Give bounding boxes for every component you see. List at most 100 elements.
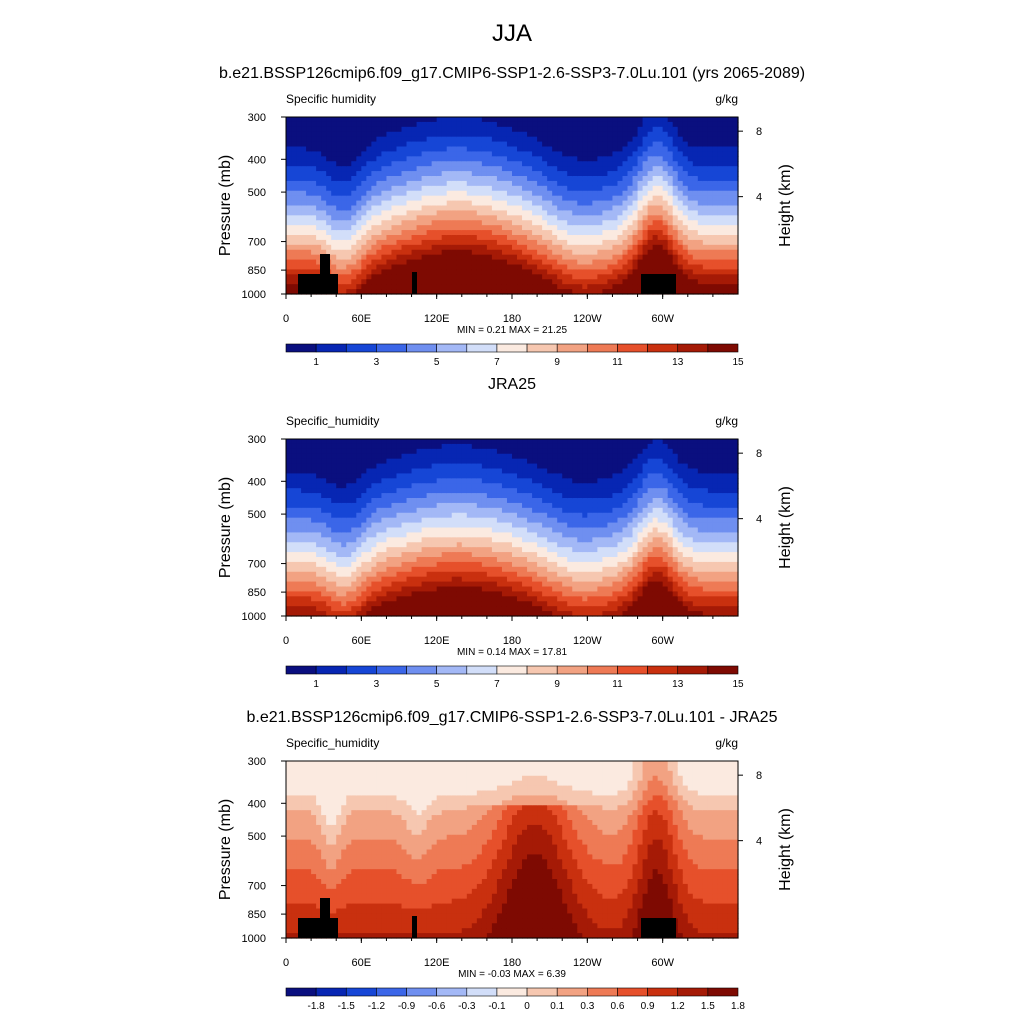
topography-block <box>412 272 417 294</box>
panel-2-field <box>286 439 739 617</box>
y-tick-label: 500 <box>248 831 266 843</box>
colorbar-label: 13 <box>672 357 684 368</box>
colorbar-swatch <box>436 343 468 353</box>
y2-tick-label: 4 <box>756 836 762 848</box>
colorbar-swatch <box>647 343 679 353</box>
y-tick-label: 850 <box>248 587 266 599</box>
x-tick-label: 0 <box>283 635 289 647</box>
x-tick-label: 0 <box>283 313 289 325</box>
colorbar-swatch <box>466 987 498 997</box>
topography-block <box>320 254 330 294</box>
colorbar-label: -0.3 <box>458 1001 476 1012</box>
y-tick-label: 300 <box>248 434 266 446</box>
colorbar-swatch <box>436 665 468 675</box>
panel-1-units-label: g/kg <box>715 92 738 106</box>
colorbar-label: 1.5 <box>701 1001 715 1012</box>
panel-2-stats: MIN = 0.14 MAX = 17.81 <box>457 647 567 658</box>
panel-3-stats: MIN = -0.03 MAX = 6.39 <box>458 969 566 980</box>
colorbar-label: 0.6 <box>611 1001 625 1012</box>
colorbar-label: 15 <box>732 357 744 368</box>
y-tick-label: 1000 <box>242 933 266 945</box>
panel-3-units-label: g/kg <box>715 736 738 750</box>
colorbar-swatch <box>406 987 437 997</box>
topography-block <box>320 898 330 938</box>
y-tick-label: 1000 <box>242 611 266 623</box>
y2-axis-label: Height (km) <box>777 808 794 891</box>
topography-block <box>641 274 676 294</box>
panel-2-title: JRA25 <box>488 376 536 393</box>
y-tick-label: 400 <box>248 476 266 488</box>
colorbar-swatch <box>376 343 407 353</box>
colorbar-swatch <box>707 665 739 675</box>
colorbar-label: 5 <box>434 679 440 690</box>
x-tick-label: 180 <box>503 957 521 969</box>
colorbar-1: 1 3 5 7 9 11 13 15 <box>285 343 744 368</box>
x-tick-label: 60W <box>651 635 674 647</box>
y-tick-label: 700 <box>248 559 266 571</box>
colorbar-label: 15 <box>732 679 744 690</box>
colorbar-swatch <box>556 665 588 675</box>
colorbar-swatch <box>677 987 709 997</box>
colorbar-3: -1.8 -1.5 -1.2 -0.9 -0.6 -0.3 -0.1 0 0.1 0.3 0.6 0.… <box>285 987 745 1012</box>
topography-block <box>641 918 676 938</box>
y-tick-label: 850 <box>248 909 266 921</box>
x-tick-label: 60E <box>352 313 372 325</box>
panel-3-title: b.e21.BSSP126cmip6.f09_g17.CMIP6-SSP1-2.… <box>247 709 778 726</box>
x-tick-label: 60W <box>651 313 674 325</box>
colorbar-label: 11 <box>612 679 623 690</box>
x-tick-label: 0 <box>283 957 289 969</box>
y2-tick-label: 8 <box>756 770 762 782</box>
colorbar-label: -1.5 <box>338 1001 356 1012</box>
colorbar-label: 7 <box>494 679 500 690</box>
colorbar-swatch <box>376 665 407 675</box>
colorbar-label: 1 <box>313 357 319 368</box>
colorbar-label: -0.1 <box>488 1001 506 1012</box>
panel-1-variable-label: Specific humidity <box>286 92 376 106</box>
colorbar-label: 0.3 <box>580 1001 594 1012</box>
colorbar-swatch <box>285 665 317 675</box>
chart-panel-1: b.e21.BSSP126cmip6.f09_g17.CMIP6-SSP1-2.… <box>217 65 805 368</box>
colorbar-swatch <box>587 987 618 997</box>
colorbar-label: -1.8 <box>308 1001 326 1012</box>
panel-1-stats: MIN = 0.21 MAX = 21.25 <box>457 325 567 336</box>
panel-3-variable-label: Specific_humidity <box>286 736 379 750</box>
topography-block <box>298 918 338 938</box>
y2-tick-label: 8 <box>756 126 762 138</box>
y-tick-label: 700 <box>248 881 266 893</box>
colorbar-label: 0 <box>524 1001 530 1012</box>
colorbar-swatch <box>677 665 709 675</box>
topography-block <box>412 916 417 938</box>
colorbar-swatch <box>345 987 377 997</box>
colorbar-swatch <box>285 987 317 997</box>
y-tick-label: 400 <box>248 154 266 166</box>
colorbar-swatch <box>496 665 528 675</box>
colorbar-swatch <box>285 343 317 353</box>
colorbar-label: 7 <box>494 357 500 368</box>
colorbar-swatch <box>496 987 528 997</box>
y2-axis-label: Height (km) <box>777 486 794 569</box>
y-tick-label: 1000 <box>242 289 266 301</box>
y-tick-label: 850 <box>248 265 266 277</box>
colorbar-label: 0.1 <box>550 1001 564 1012</box>
y2-tick-label: 8 <box>756 448 762 460</box>
chart-panel-3: b.e21.BSSP126cmip6.f09_g17.CMIP6-SSP1-2.… <box>217 709 794 1012</box>
colorbar-swatch <box>466 343 498 353</box>
x-tick-label: 180 <box>503 313 521 325</box>
colorbar-swatch <box>406 343 437 353</box>
colorbar-2: 1 3 5 7 9 11 13 15 <box>285 665 744 690</box>
colorbar-label: -0.6 <box>428 1001 446 1012</box>
colorbar-swatch <box>556 987 588 997</box>
y-axis-label: Pressure (mb) <box>217 155 234 256</box>
panel-2-variable-label: Specific_humidity <box>286 414 379 428</box>
colorbar-label: 1 <box>313 679 319 690</box>
y-tick-label: 300 <box>248 756 266 768</box>
colorbar-label: 9 <box>554 679 560 690</box>
topography-block <box>298 274 338 294</box>
x-tick-label: 120E <box>424 957 450 969</box>
y-axis-label: Pressure (mb) <box>217 799 234 900</box>
x-tick-label: 120E <box>424 635 450 647</box>
colorbar-swatch <box>315 665 347 675</box>
colorbar-swatch <box>556 343 588 353</box>
colorbar-swatch <box>315 343 347 353</box>
